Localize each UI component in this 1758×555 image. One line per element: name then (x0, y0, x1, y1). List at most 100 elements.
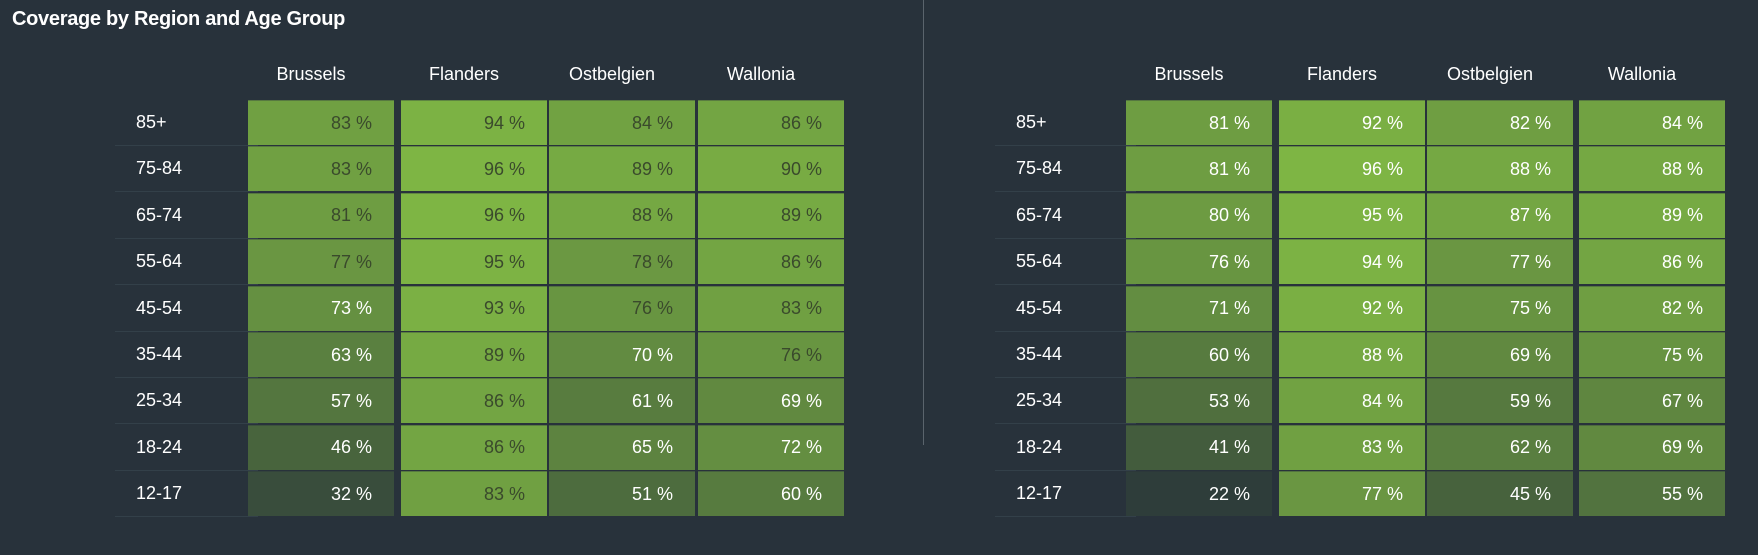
panel1-heatmap-cell: 57 % (248, 378, 394, 424)
panel1-heatmap-cell: 88 % (549, 192, 695, 238)
panel2-heatmap-cell: 53 % (1126, 378, 1272, 424)
panel2-heatmap-cell: 41 % (1126, 424, 1272, 470)
panel1-col-header-flanders: Flanders (428, 64, 500, 84)
panel1-row-label: 25-34 (136, 390, 183, 411)
panel1-heatmap-cell: 63 % (248, 332, 394, 377)
panel2-heatmap-cell: 75 % (1427, 285, 1573, 331)
panel2-heatmap-cell: 87 % (1427, 192, 1573, 238)
panel1-heatmap-cell: 83 % (401, 471, 547, 517)
panel1-heatmap-cell: 90 % (698, 146, 844, 192)
panel1-row-separator (115, 516, 258, 518)
panel2-heatmap-cell: 95 % (1279, 192, 1425, 238)
panel1-heatmap-cell: 95 % (401, 239, 547, 285)
panel2-row-label: 85+ (1016, 112, 1047, 132)
panel1-heatmap-cell: 96 % (401, 146, 547, 192)
panel1-heatmap-cell: 84 % (549, 100, 695, 145)
panel2-heatmap-cell: 88 % (1279, 332, 1425, 377)
panel1-row-separator (115, 330, 258, 332)
panel2-col-header-flanders: Flanders (1306, 64, 1378, 84)
panel1-row-separator (115, 191, 258, 193)
panel1-heatmap-cell: 60 % (698, 471, 844, 517)
panel2-row-label: 12-17 (1016, 483, 1063, 504)
panel1-col-header-ostbelgien: Ostbelgien (568, 64, 656, 84)
panel2-heatmap-cell: 86 % (1579, 239, 1725, 285)
panel1-col-header-brussels: Brussels (276, 64, 346, 84)
panel1-heatmap-cell: 94 % (401, 100, 547, 145)
panel2-row-separator (995, 284, 1136, 286)
panel1-heatmap-cell: 51 % (549, 471, 695, 517)
panel1-heatmap-cell: 96 % (401, 192, 547, 238)
panel1-heatmap-cell: 83 % (248, 100, 394, 145)
panel2-col-header-brussels: Brussels (1154, 64, 1224, 84)
panel2-row-separator (995, 145, 1136, 146)
panel1-row-label: 18-24 (136, 436, 183, 457)
panel1-heatmap-cell: 86 % (698, 239, 844, 285)
panel2-heatmap-cell: 71 % (1126, 285, 1272, 331)
panel1-heatmap-cell: 83 % (248, 146, 394, 192)
panel1-heatmap-cell: 72 % (698, 424, 844, 470)
panel2-heatmap-cell: 94 % (1279, 239, 1425, 285)
panel1-row-label: 12-17 (136, 483, 183, 504)
panel2-heatmap-cell: 82 % (1427, 100, 1573, 145)
panel1-heatmap-cell: 78 % (549, 239, 695, 285)
panel2-heatmap-cell: 22 % (1126, 471, 1272, 517)
panel1-heatmap-cell: 32 % (248, 471, 394, 517)
panel1-heatmap-cell: 93 % (401, 285, 547, 331)
panel2-heatmap-cell: 81 % (1126, 100, 1272, 145)
panel2-heatmap-cell: 67 % (1579, 378, 1725, 424)
panel2-row-separator (995, 423, 1136, 425)
panel2-row-separator (995, 469, 1136, 471)
panel1-heatmap-cell: 76 % (698, 332, 844, 377)
panel2-col-header-ostbelgien: Ostbelgien (1446, 64, 1534, 84)
panel2-heatmap-cell: 76 % (1126, 239, 1272, 285)
panel2-heatmap-cell: 96 % (1279, 146, 1425, 192)
panel1-heatmap-cell: 61 % (549, 378, 695, 424)
panel1-row-label: 35-44 (136, 344, 183, 364)
panel1-heatmap-cell: 46 % (248, 424, 394, 470)
panel1-heatmap-cell: 65 % (549, 424, 695, 470)
panel1-heatmap-cell: 81 % (248, 192, 394, 238)
panel2-col-header-wallonia: Wallonia (1607, 64, 1677, 84)
panel1-heatmap-cell: 83 % (698, 285, 844, 331)
panel2-heatmap-cell: 80 % (1126, 192, 1272, 238)
panel2-heatmap-cell: 69 % (1427, 332, 1573, 377)
panel2-heatmap-cell: 92 % (1279, 285, 1425, 331)
panel1-heatmap-cell: 89 % (401, 332, 547, 377)
panel2-heatmap-cell: 69 % (1579, 424, 1725, 470)
panel1-row-separator (115, 284, 258, 286)
panel2-row-label: 55-64 (1016, 251, 1063, 272)
panel2-row-label: 25-34 (1016, 390, 1063, 411)
panel2-heatmap-cell: 83 % (1279, 424, 1425, 470)
panel1-heatmap-cell: 73 % (248, 285, 394, 331)
panel1-row-separator (115, 237, 258, 239)
page-title: Coverage by Region and Age Group (12, 8, 346, 30)
panel1-row-label: 85+ (136, 112, 167, 132)
panel2-row-separator (995, 516, 1136, 518)
panel2-heatmap-cell: 88 % (1579, 146, 1725, 192)
panel2-heatmap-cell: 62 % (1427, 424, 1573, 470)
panel2-heatmap-cell: 88 % (1427, 146, 1573, 192)
panel2-heatmap-cell: 84 % (1579, 100, 1725, 145)
panel2-row-separator (995, 237, 1136, 239)
panel1-row-label: 75-84 (136, 158, 183, 179)
panel2-row-separator (995, 330, 1136, 332)
panel2-heatmap-cell: 75 % (1579, 332, 1725, 377)
panel2-heatmap-cell: 45 % (1427, 471, 1573, 517)
panel2-heatmap-cell: 55 % (1579, 471, 1725, 517)
panel2-row-label: 45-54 (1016, 297, 1063, 318)
panel2-heatmap-cell: 89 % (1579, 192, 1725, 238)
panel1-row-separator (115, 377, 258, 378)
panel2-heatmap-cell: 82 % (1579, 285, 1725, 331)
panel-divider (923, 0, 924, 445)
panel1-heatmap-cell: 70 % (549, 332, 695, 377)
panel2-row-label: 35-44 (1016, 344, 1063, 364)
panel1-heatmap-cell: 69 % (698, 378, 844, 424)
panel2-heatmap-cell: 59 % (1427, 378, 1573, 424)
panel1-heatmap-cell: 77 % (248, 239, 394, 285)
panel2-row-label: 75-84 (1016, 158, 1063, 179)
panel2-row-label: 65-74 (1016, 204, 1063, 225)
panel1-col-header-wallonia: Wallonia (726, 64, 796, 84)
panel2-heatmap-cell: 60 % (1126, 332, 1272, 377)
panel1-row-label: 55-64 (136, 251, 183, 272)
